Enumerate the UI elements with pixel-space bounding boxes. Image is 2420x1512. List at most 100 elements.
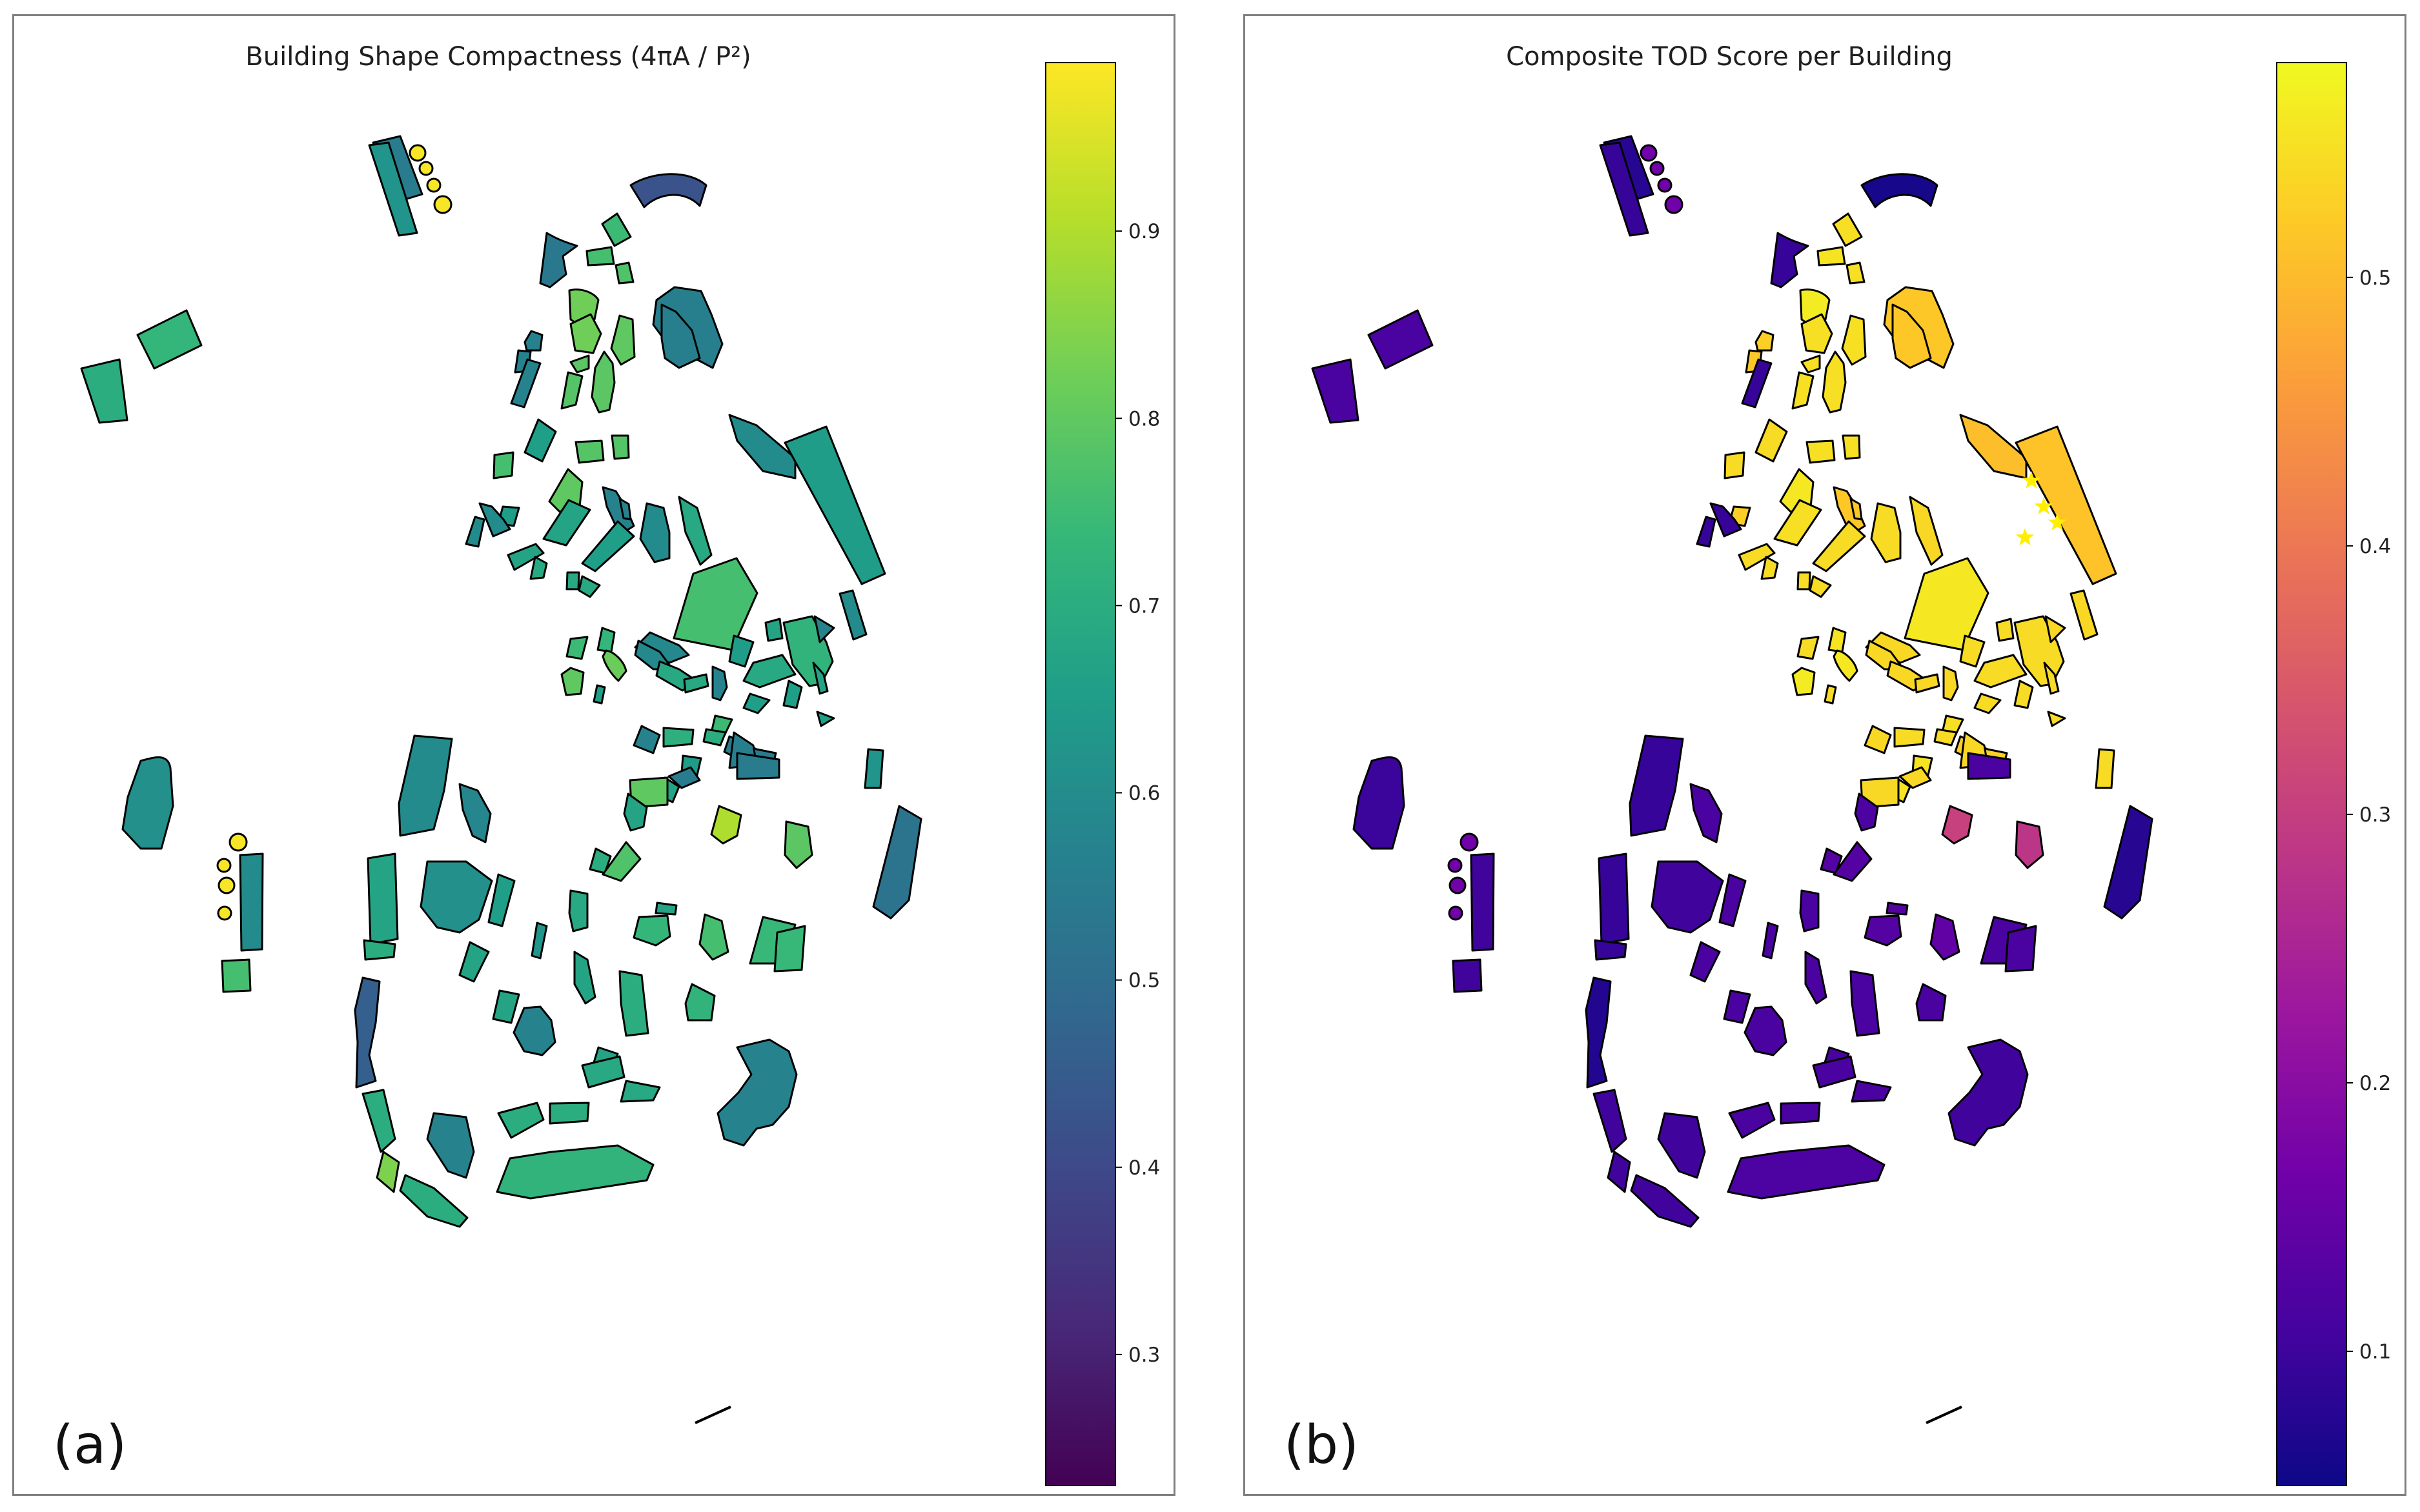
- building-footprint: [1849, 498, 1863, 521]
- building-footprint: [539, 232, 578, 288]
- building-footprint: [728, 634, 755, 668]
- building-footprint: [1959, 634, 1986, 668]
- colorbar-tick-label: 0.4: [2359, 535, 2391, 558]
- building-footprint: [497, 1102, 545, 1139]
- colorbar-tick-label: 0.8: [1128, 407, 1160, 430]
- building-footprint: [633, 725, 661, 754]
- building-footprint: [524, 330, 544, 352]
- building-footprint: [1904, 557, 1989, 651]
- panel-label: (b): [1284, 1415, 1359, 1476]
- building-footprint: [1864, 725, 1892, 754]
- building-footprint-round: [433, 195, 452, 214]
- building-footprint: [1629, 734, 1684, 837]
- building-footprint-round: [426, 177, 442, 193]
- building-footprint: [2069, 589, 2099, 641]
- building-footprint: [1816, 246, 1846, 267]
- colorbar-gradient: [1045, 62, 1116, 1486]
- building-footprint: [673, 557, 758, 651]
- building-footprint: [492, 989, 520, 1024]
- panel-title: Building Shape Compactness (4πA / P²): [245, 42, 751, 72]
- building-footprint: [560, 371, 584, 410]
- building-footprint: [1791, 371, 1815, 410]
- building-footprint: [1909, 496, 1944, 566]
- building-footprint: [2043, 661, 2060, 695]
- building-map: [1311, 135, 2153, 1424]
- colorbar-tick-label: 0.7: [1128, 594, 1160, 618]
- building-footprint-round: [229, 832, 248, 852]
- colorbar-tick-label: 0.1: [2359, 1340, 2391, 1364]
- building-footprint: [683, 673, 709, 694]
- building-footprint: [1942, 665, 1959, 701]
- building-footprint: [816, 711, 835, 727]
- building-footprint: [602, 841, 642, 882]
- building-footprint: [496, 1144, 655, 1200]
- building-footprint: [1689, 783, 1723, 843]
- building-footprint: [1651, 860, 1724, 934]
- building-footprint: [1718, 873, 1747, 927]
- building-footprint: [736, 752, 780, 780]
- building-footprint: [221, 958, 252, 993]
- building-footprint: [1832, 212, 1863, 247]
- building-footprint: [684, 983, 716, 1022]
- panel-title: Composite TOD Score per Building: [1506, 42, 1953, 72]
- building-footprint: [1657, 1112, 1706, 1179]
- building-footprint-round: [418, 161, 434, 176]
- panel-a: Building Shape Compactness (4πA / P²) 0.…: [12, 14, 1175, 1496]
- building-footprint: [1854, 792, 1879, 832]
- building-footprint: [1352, 756, 1405, 850]
- star-icon: [2048, 513, 2067, 531]
- colorbar: 0.3 0.4 0.5 0.6 0.7 0.8 0.9: [1045, 62, 1160, 1486]
- building-footprint: [660, 303, 701, 369]
- colorbar: 0.1 0.2 0.3 0.4 0.5: [2276, 62, 2391, 1486]
- building-footprint: [581, 520, 635, 572]
- building-footprint: [1741, 358, 1773, 408]
- building-footprint: [465, 516, 485, 548]
- building-footprint: [493, 451, 514, 479]
- building-footprint: [510, 358, 542, 408]
- building-footprint-round: [1657, 177, 1673, 193]
- building-footprint: [620, 1080, 661, 1103]
- colorbar-tick-label: 0.5: [1128, 969, 1160, 993]
- building-footprint: [398, 734, 453, 837]
- building-footprint: [1800, 354, 1821, 374]
- building-footprint: [1762, 922, 1779, 960]
- building-footprint: [2044, 615, 2066, 643]
- building-footprint: [376, 1151, 400, 1193]
- building-footprint: [363, 939, 396, 961]
- building-footprint: [1833, 486, 1866, 534]
- building-footprint: [1967, 752, 2011, 780]
- building-footprint-round: [409, 144, 427, 162]
- building-footprint: [1841, 314, 1867, 366]
- building-footprint-round: [1448, 905, 1463, 921]
- building-footprint: [602, 649, 627, 682]
- building-footprint: [667, 766, 701, 789]
- building-footprint: [569, 354, 590, 374]
- building-footprint: [1812, 520, 1866, 572]
- building-footprint: [1947, 1038, 2029, 1147]
- building-footprint: [611, 434, 630, 460]
- building-footprint: [872, 805, 922, 920]
- building-footprint: [813, 615, 835, 643]
- building-map: [80, 135, 922, 1424]
- building-footprint: [773, 925, 806, 973]
- building-footprint: [1791, 667, 1816, 696]
- building-footprint: [615, 261, 635, 285]
- building-footprint: [478, 502, 511, 538]
- building-footprint: [1833, 841, 1873, 882]
- building-footprint: [458, 783, 492, 843]
- building-footprint-round: [1447, 858, 1463, 873]
- building-footprint: [2013, 680, 2034, 709]
- building-footprint: [839, 589, 868, 641]
- building-footprint: [1723, 451, 1745, 479]
- building-footprint: [742, 654, 797, 689]
- building-footprint: [1796, 636, 1820, 660]
- building-footprint: [618, 498, 632, 521]
- building-footprint: [2004, 925, 2037, 973]
- colorbar-tick-label: 0.4: [1128, 1156, 1160, 1180]
- building-footprint: [1800, 313, 1833, 354]
- building-footprint: [524, 418, 557, 463]
- building-footprint: [1470, 852, 1495, 952]
- building-footprint: [1599, 141, 1649, 237]
- building-footprint: [1804, 951, 1827, 1005]
- building-footprint: [1592, 1089, 1627, 1153]
